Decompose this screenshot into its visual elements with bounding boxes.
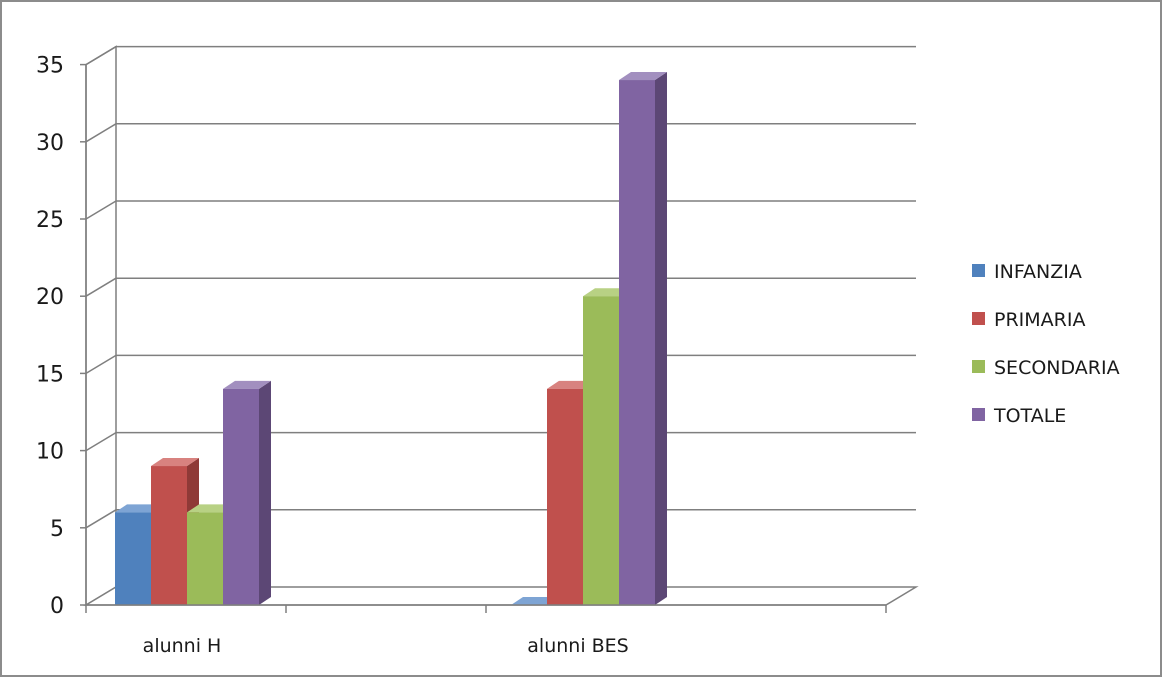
side-wall (85, 45, 117, 607)
bar (223, 380, 271, 605)
bar-front-face (547, 388, 583, 605)
legend-label: INFANZIA (994, 261, 1082, 283)
gridlines (85, 45, 916, 529)
y-tick-labels: 0 5 10 15 20 25 30 35 (36, 54, 64, 619)
axes (80, 63, 887, 613)
bar-front-face (619, 80, 655, 606)
bar-top-face (151, 458, 199, 467)
x-category-label: alunni H (143, 635, 222, 657)
legend-swatch (972, 264, 985, 277)
y-tick-label: 25 (36, 208, 64, 233)
bars (115, 72, 667, 606)
gridline-side (85, 431, 117, 452)
bar-front-face (187, 512, 223, 605)
bar-front-face (223, 388, 259, 605)
gridline-side (85, 200, 117, 220)
gridline-side (85, 277, 117, 297)
bar-front-face (583, 296, 619, 605)
gridline-side (85, 123, 117, 143)
y-tick-label: 35 (36, 54, 64, 79)
legend: INFANZIA PRIMARIA SECONDARIA TOTALE (972, 261, 1120, 427)
x-category-labels: alunni H alunni BES (143, 635, 629, 657)
gridline-side (85, 354, 117, 375)
legend-label: TOTALE (993, 405, 1066, 427)
y-tick-label: 15 (36, 362, 64, 387)
gridline-side (85, 509, 117, 529)
legend-swatch (972, 360, 985, 373)
legend-label: SECONDARIA (994, 357, 1120, 379)
gridline-side (85, 45, 117, 66)
bar (619, 72, 667, 606)
y-tick-label: 10 (36, 440, 64, 465)
y-tick-label: 20 (36, 285, 64, 310)
bar-front-face (115, 512, 151, 605)
x-category-label: alunni BES (527, 635, 628, 657)
legend-swatch (972, 408, 985, 421)
bar-side-face (259, 380, 271, 605)
y-tick-label: 30 (36, 131, 64, 156)
bar-front-face (151, 466, 187, 605)
y-tick-label: 0 (50, 594, 64, 619)
bar-side-face (655, 72, 667, 606)
legend-swatch (972, 312, 985, 325)
bar-top-face (223, 380, 271, 389)
bar-top-face (619, 72, 667, 81)
legend-label: PRIMARIA (994, 309, 1085, 331)
y-tick-label: 5 (50, 517, 64, 542)
